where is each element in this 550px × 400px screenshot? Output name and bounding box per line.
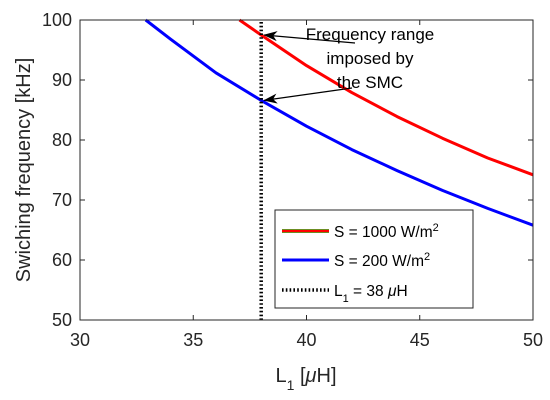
- legend-label-l1-sub: 1: [343, 293, 349, 305]
- legend-label-l1-mu: μ: [387, 283, 397, 300]
- legend-entry-s200: S = 200 W/m2: [282, 251, 430, 270]
- annotation-line-1: Frequency range: [306, 25, 435, 44]
- annotation-layer: [263, 31, 356, 104]
- y-tick-label-1: 60: [52, 250, 72, 270]
- legend-label-s200-sup: 2: [424, 251, 430, 263]
- x-axis-label-sub: 1: [287, 377, 295, 393]
- legend-label-s1000: S = 1000 W/m2: [334, 222, 439, 241]
- x-axis-label: L1 [μH]: [275, 365, 336, 393]
- annotation-line-2: imposed by: [327, 49, 414, 68]
- y-tick-label-4: 90: [52, 70, 72, 90]
- legend: S = 1000 W/m2 S = 200 W/m2 L1 = 38 μH: [274, 209, 474, 309]
- x-axis-label-mu: μ: [305, 365, 317, 387]
- annotation-arrow-1: [263, 31, 356, 44]
- y-tick-label-3: 80: [52, 130, 72, 150]
- x-tick-label-2: 40: [296, 330, 316, 350]
- x-tick-label-0: 30: [70, 330, 90, 350]
- y-axis-label: Swiching frequency [kHz]: [13, 58, 35, 283]
- annotation-text: Frequency range imposed by the SMC: [306, 25, 435, 92]
- tick-layer: 30 35 40 45 50 50 60 70 80 90 100: [42, 10, 543, 350]
- x-axis-label-unit-open: [: [294, 365, 306, 387]
- x-tick-label-1: 35: [183, 330, 203, 350]
- legend-label-s1000-sup: 2: [433, 222, 439, 234]
- legend-label-s200: S = 200 W/m2: [334, 251, 430, 270]
- y-tick-label-2: 70: [52, 190, 72, 210]
- x-tick-label-3: 45: [410, 330, 430, 350]
- legend-label-l1-main: L: [334, 283, 343, 300]
- x-axis-label-main: L: [275, 365, 286, 387]
- legend-entry-l1: L1 = 38 μH: [282, 283, 408, 305]
- y-tick-label-0: 50: [52, 310, 72, 330]
- legend-label-s200-text: S = 200 W/m: [334, 253, 424, 270]
- y-tick-label-5: 100: [42, 10, 72, 30]
- annotation-arrow-2: [263, 87, 353, 104]
- legend-label-l1: L1 = 38 μH: [334, 283, 408, 305]
- annotation-line-3: the SMC: [337, 73, 403, 92]
- legend-label-s1000-text: S = 1000 W/m: [334, 224, 433, 241]
- legend-label-l1-unit: H: [396, 283, 407, 300]
- x-tick-label-4: 50: [523, 330, 543, 350]
- series-line-s200: [144, 18, 534, 227]
- legend-label-l1-rest: = 38: [349, 283, 388, 300]
- legend-entry-s1000: S = 1000 W/m2: [282, 222, 439, 241]
- x-axis-label-unit-close: H]: [317, 365, 337, 387]
